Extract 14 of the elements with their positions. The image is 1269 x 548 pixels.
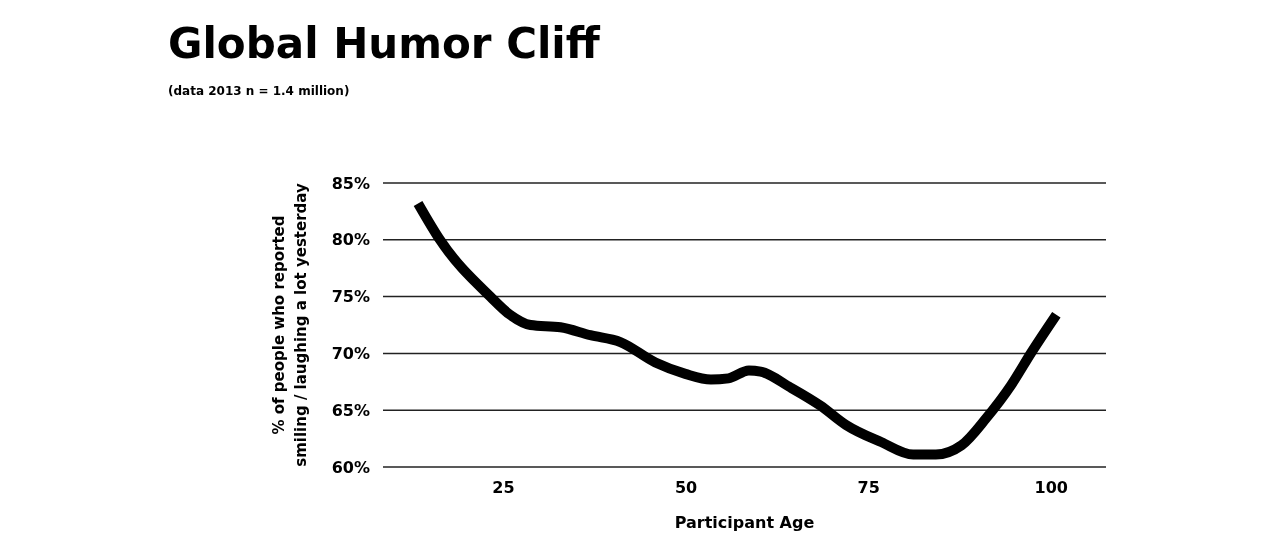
text: (data 2013 n = 1.4 million): [168, 84, 350, 98]
y-tick-label: 70%: [331, 344, 370, 363]
y-tick-label: 80%: [331, 230, 370, 250]
y-axis-title: % of people who reported smiling / laughing a lot yesterday: [270, 183, 310, 467]
y-tick-label: 60%: [331, 457, 370, 477]
x-tick-label: 100: [1034, 478, 1068, 497]
y-tick-label: 65%: [331, 400, 370, 420]
x-tick-label: 25: [492, 478, 515, 497]
x-tick-label: 75: [857, 478, 880, 497]
x-tick-label: 50: [674, 478, 698, 497]
y-tick-label: 75%: [331, 287, 370, 307]
chart-title: Global Humor Cliff: [168, 19, 601, 68]
x-axis-title: Participant Age: [674, 513, 815, 532]
y-tick-label: 85%: [331, 173, 370, 193]
